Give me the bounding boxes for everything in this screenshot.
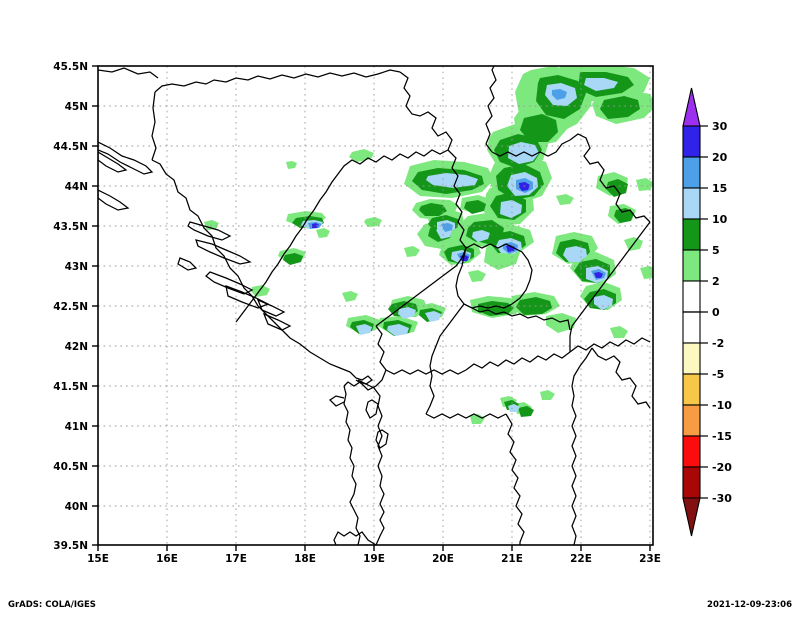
colorbar-swatch-0-2[interactable] (682, 280, 701, 313)
coastline-and-borders (98, 66, 651, 545)
colorbar-label: 10 (712, 213, 728, 226)
colorbar-swatch-neg15-neg10[interactable] (682, 404, 701, 437)
colorbar-ticks (683, 125, 708, 499)
colorbar-label: 30 (712, 120, 728, 133)
lon-label: 17E (225, 553, 247, 565)
colorbar-swatch-neg20-neg15[interactable] (682, 435, 701, 468)
lat-label: 45.5N (53, 61, 88, 73)
colorbar[interactable]: 30 20 15 10 5 2 0 -2 -5 -10 -15 -20 -30 (682, 87, 732, 537)
colorbar-label: 15 (712, 182, 727, 195)
colorbar-label: -20 (712, 461, 732, 474)
lat-label: 40N (65, 501, 88, 513)
colorbar-swatch-5-10[interactable] (682, 218, 701, 251)
colorbar-swatch-neg10-neg5[interactable] (682, 373, 701, 406)
lat-label: 41N (65, 421, 88, 433)
colorbar-label: 5 (712, 244, 720, 257)
render-timestamp-label: 2021-12-09-23:06 (707, 600, 792, 610)
colorbar-swatch-2-5[interactable] (682, 249, 701, 282)
grads-credit-label: GrADS: COLA/IGES (8, 600, 96, 610)
plot-background (0, 0, 800, 590)
colorbar-swatch-neg2-0[interactable] (682, 311, 701, 344)
colorbar-label: 0 (712, 306, 720, 319)
precipitation-field (204, 66, 653, 424)
lat-label: 41.5N (53, 381, 88, 393)
colorbar-swatch-15-20[interactable] (682, 156, 701, 189)
axis-ticks (92, 65, 651, 551)
colorbar-label: -15 (712, 430, 732, 443)
colorbar-swatch-below-neg30[interactable] (682, 497, 701, 537)
colorbar-label: -30 (712, 492, 732, 505)
lon-label: 23E (639, 553, 661, 565)
lat-lon-gridlines (98, 66, 653, 545)
lon-label: 15E (87, 553, 109, 565)
weather-map-plot: 45.5N 45N 44.5N 44N 43.5N 43N 42.5N 42N … (0, 0, 800, 590)
lat-label: 42.5N (53, 301, 88, 313)
lon-label: 18E (294, 553, 316, 565)
lat-label: 42N (65, 341, 88, 353)
colorbar-labels: 30 20 15 10 5 2 0 -2 -5 -10 -15 -20 -30 (712, 120, 732, 505)
colorbar-label: -10 (712, 399, 732, 412)
lon-label: 21E (501, 553, 523, 565)
lat-label: 44N (65, 181, 88, 193)
latitude-axis-labels: 45.5N 45N 44.5N 44N 43.5N 43N 42.5N 42N … (53, 61, 88, 552)
lat-label: 39.5N (53, 540, 88, 552)
lat-label: 43.5N (53, 221, 88, 233)
lat-label: 44.5N (53, 141, 88, 153)
colorbar-swatch-10-15[interactable] (682, 187, 701, 220)
colorbar-label: -2 (712, 337, 724, 350)
colorbar-label: -5 (712, 368, 724, 381)
colorbar-label: 20 (712, 151, 728, 164)
map-svg: 45.5N 45N 44.5N 44N 43.5N 43N 42.5N 42N … (0, 0, 800, 590)
longitude-axis-labels: 15E 16E 17E 18E 19E 20E 21E 22E 23E (87, 553, 661, 565)
lon-label: 20E (432, 553, 454, 565)
lat-label: 40.5N (53, 461, 88, 473)
colorbar-label: 2 (712, 275, 720, 288)
lat-label: 45N (65, 101, 88, 113)
lat-label: 43N (65, 261, 88, 273)
colorbar-swatch-neg30-neg20[interactable] (682, 466, 701, 499)
lon-label: 22E (570, 553, 592, 565)
lon-label: 19E (363, 553, 385, 565)
lon-label: 16E (156, 553, 178, 565)
colorbar-swatch-neg5-neg2[interactable] (682, 342, 701, 375)
colorbar-swatch-20-30[interactable] (682, 125, 701, 158)
